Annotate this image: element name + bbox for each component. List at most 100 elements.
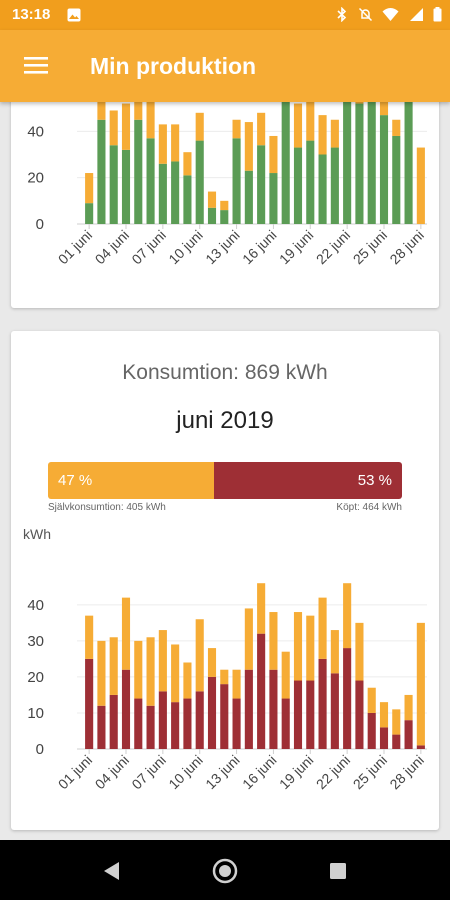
bar-segment (195, 619, 204, 692)
bar-segment (134, 698, 143, 749)
app-title: Min produktion (90, 53, 257, 79)
bar-segment (392, 119, 401, 136)
x-tick-label: 25 juni (350, 227, 390, 267)
bar-segment (330, 119, 339, 148)
home-button[interactable] (208, 854, 242, 888)
bar-segment (367, 712, 376, 749)
bar-segment (416, 147, 425, 224)
bar-segment (183, 698, 192, 749)
bar-segment (379, 98, 389, 116)
y-tick-label: 40 (27, 123, 44, 140)
bar-segment (207, 676, 217, 749)
status-bar: 13:18 (0, 0, 450, 30)
bar-segment (367, 96, 376, 224)
status-time: 13:18 (12, 6, 51, 23)
bar-segment (330, 630, 339, 674)
x-tick-label: 22 juni (313, 227, 353, 267)
bar-segment (158, 163, 167, 224)
bar-segment (207, 191, 217, 208)
bar-segment (367, 687, 376, 713)
x-tick-label: 01 juni (55, 227, 95, 267)
bar-segment (183, 175, 192, 224)
bar-segment (97, 705, 106, 749)
month-label: juni 2019 (176, 407, 274, 434)
x-tick-label: 07 juni (128, 227, 168, 267)
bar-segment (171, 124, 180, 162)
bar-segment (109, 110, 118, 146)
x-tick-label: 13 juni (202, 752, 242, 792)
bar-segment (269, 173, 278, 224)
bar-segment (207, 207, 217, 224)
back-button[interactable] (95, 854, 129, 888)
bought-label: Köpt: 464 kWh (336, 502, 402, 513)
bar-segment (171, 702, 180, 749)
ratio-labels: Självkonsumtion: 405 kWh Köpt: 464 kWh (48, 502, 402, 516)
hamburger-menu-icon[interactable] (14, 50, 58, 82)
bar-segment (85, 658, 94, 749)
y-tick-label: 20 (27, 170, 44, 187)
bar-segment (158, 630, 167, 692)
x-tick-label: 04 juni (92, 227, 132, 267)
bar-segment (109, 694, 118, 749)
bar-segment (330, 147, 339, 224)
x-tick-label: 07 juni (128, 752, 168, 792)
bar-segment (220, 210, 229, 224)
y-tick-label: 30 (27, 633, 44, 650)
bar-segment (318, 597, 327, 659)
x-tick-label: 22 juni (313, 752, 353, 792)
bar-segment (85, 615, 94, 659)
bar-segment (85, 173, 94, 204)
bar-segment (318, 154, 327, 224)
bar-segment (220, 669, 229, 685)
bar-segment (379, 115, 389, 224)
self-consumption-segment: 47 % (48, 462, 215, 499)
bar-segment (355, 103, 364, 224)
bar-segment (318, 658, 327, 749)
bar-segment (97, 96, 106, 120)
bar-segment (171, 161, 180, 224)
bar-segment (97, 119, 106, 224)
consumption-card: Konsumtion: 869 kWh juni 2019 47 % 53 % … (11, 331, 439, 830)
bar-segment (195, 691, 204, 749)
y-tick-label: 0 (36, 741, 44, 758)
bar-segment (244, 122, 253, 171)
bar-segment (146, 96, 155, 139)
bar-segment (97, 640, 106, 706)
x-tick-label: 28 juni (386, 752, 426, 792)
bar-segment (392, 135, 401, 224)
bought-segment: 53 % (214, 462, 402, 499)
bar-segment (146, 705, 155, 749)
y-tick-label: 10 (27, 705, 44, 722)
bar-segment (244, 669, 253, 749)
bar-segment (220, 200, 229, 211)
y-tick-label: 0 (36, 216, 44, 233)
bar-segment (392, 734, 401, 749)
bar-segment (404, 694, 413, 721)
bar-segment (404, 101, 413, 224)
bar-segment (195, 112, 204, 141)
bar-segment (121, 597, 131, 670)
bar-segment (269, 612, 278, 670)
consumption-ratio-bar: 47 % 53 % (48, 462, 402, 499)
x-tick-label: 19 juni (276, 752, 316, 792)
bar-segment (416, 622, 425, 746)
bar-segment (379, 727, 389, 749)
y-tick-label: 40 (27, 597, 44, 614)
bar-segment (269, 669, 278, 749)
app-bar: Min produktion (0, 30, 450, 102)
bar-segment (318, 115, 327, 155)
bar-segment (158, 124, 167, 164)
bar-segment (121, 669, 131, 749)
bar-segment (293, 612, 303, 681)
bar-segment (257, 112, 266, 146)
bar-segment (244, 170, 253, 224)
bar-segment (257, 145, 266, 224)
bar-segment (121, 149, 131, 224)
y-tick-label: 20 (27, 669, 44, 686)
recents-button[interactable] (321, 854, 355, 888)
signal-icon (409, 8, 423, 21)
x-tick-label: 16 juni (239, 752, 279, 792)
x-tick-label: 13 juni (202, 227, 242, 267)
consumption-total-title: Konsumtion: 869 kWh (122, 361, 328, 384)
